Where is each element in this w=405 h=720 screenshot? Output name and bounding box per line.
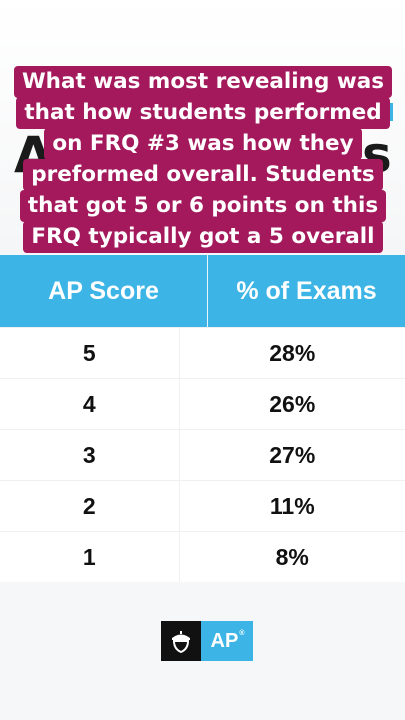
- table-row: 5 28%: [0, 327, 405, 378]
- ap-logo-label: AP: [210, 629, 239, 652]
- ap-logo-text: AP ®: [201, 621, 253, 661]
- caption-line: on FRQ #3 was how they: [44, 128, 362, 160]
- percent-cell: 27%: [269, 441, 316, 468]
- table-row: 4 26%: [0, 378, 405, 429]
- percent-cell: 11%: [269, 492, 315, 519]
- caption-line: that how students performed: [16, 97, 390, 129]
- score-cell: 4: [0, 379, 180, 429]
- column-header-percent: % of Exams: [236, 276, 377, 305]
- score-cell: 5: [0, 328, 180, 378]
- percent-cell: 26%: [269, 390, 316, 417]
- caption-line: preformed overall. Students: [23, 159, 383, 191]
- table-header: AP Score % of Exams: [0, 255, 405, 327]
- trademark-mark: ®: [239, 629, 245, 637]
- percent-cell: 28%: [269, 339, 316, 366]
- score-distribution-table: AP Score % of Exams 5 28% 4 26% 3 27% 2 …: [0, 255, 405, 582]
- table-row: 2 11%: [0, 480, 405, 531]
- percent-cell: 8%: [275, 543, 309, 570]
- caption-overlay: What was most revealing was that how stu…: [13, 66, 393, 261]
- caption-line: What was most revealing was: [13, 66, 393, 98]
- score-cell: 3: [0, 430, 180, 480]
- table-body: 5 28% 4 26% 3 27% 2 11% 1 8%: [0, 327, 405, 582]
- column-header-ap-score: AP Score: [0, 255, 208, 327]
- ap-logo: AP ®: [161, 621, 253, 661]
- caption-line: FRQ typically got a 5 overall: [23, 221, 383, 253]
- table-row: 3 27%: [0, 429, 405, 480]
- score-cell: 2: [0, 481, 180, 531]
- score-cell: 1: [0, 532, 180, 582]
- acorn-icon: [161, 621, 201, 661]
- caption-line: that got 5 or 6 points on this: [19, 190, 387, 222]
- table-row: 1 8%: [0, 531, 405, 582]
